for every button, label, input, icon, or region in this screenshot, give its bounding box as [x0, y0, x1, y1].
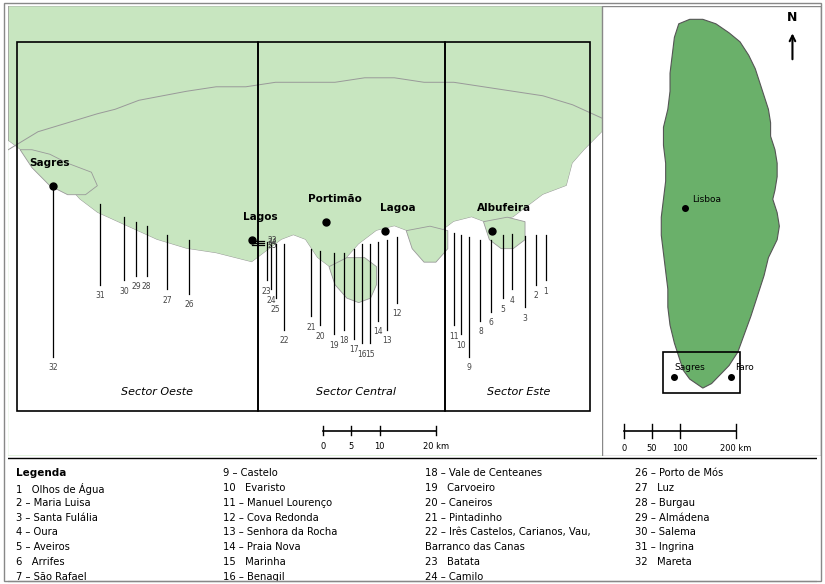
Text: 1: 1 [544, 287, 548, 296]
Text: 16 – Benagil: 16 – Benagil [223, 572, 284, 582]
Text: N: N [787, 11, 798, 24]
Text: 22: 22 [280, 336, 290, 345]
Text: 24: 24 [267, 238, 277, 247]
Text: 5: 5 [349, 442, 354, 451]
Text: 2 – Maria Luisa: 2 – Maria Luisa [16, 498, 91, 508]
Text: Lagoa: Lagoa [380, 203, 415, 213]
Text: Sector Este: Sector Este [488, 387, 551, 397]
Text: 20 – Caneiros: 20 – Caneiros [425, 498, 492, 508]
Text: Faro: Faro [736, 363, 754, 373]
Text: 3 – Santa Fulália: 3 – Santa Fulália [16, 513, 98, 523]
Text: 27   Luz: 27 Luz [635, 483, 674, 493]
Text: Sector Oeste: Sector Oeste [120, 387, 193, 397]
Polygon shape [20, 150, 97, 194]
Text: Sagres: Sagres [30, 158, 70, 168]
Text: 2: 2 [533, 291, 538, 300]
Text: 29 – Almádena: 29 – Almádena [635, 513, 710, 523]
Text: 0: 0 [621, 444, 627, 453]
Text: 28: 28 [142, 283, 152, 291]
Text: 31 – Ingrina: 31 – Ingrina [635, 542, 694, 552]
Text: 4 – Oura: 4 – Oura [16, 527, 59, 537]
Text: 32   Mareta: 32 Mareta [635, 557, 691, 567]
Text: 26 – Porto de Mós: 26 – Porto de Mós [635, 468, 723, 478]
Text: 31: 31 [96, 291, 105, 300]
Text: 30 – Salema: 30 – Salema [635, 527, 695, 537]
Text: 10: 10 [457, 341, 466, 350]
Text: 14 – Praia Nova: 14 – Praia Nova [223, 542, 300, 552]
Text: 16: 16 [357, 350, 367, 359]
Text: 11 – Manuel Lourenço: 11 – Manuel Lourenço [223, 498, 332, 508]
Text: 29: 29 [131, 283, 141, 291]
Text: 200 km: 200 km [720, 444, 752, 453]
Text: Lisboa: Lisboa [692, 194, 721, 204]
Polygon shape [329, 258, 376, 303]
Polygon shape [8, 6, 602, 456]
Text: 23: 23 [262, 287, 271, 296]
Text: 18: 18 [339, 336, 349, 345]
Text: 13 – Senhora da Rocha: 13 – Senhora da Rocha [223, 527, 337, 537]
Text: 0: 0 [320, 442, 326, 451]
Text: 26: 26 [185, 300, 194, 310]
Polygon shape [8, 6, 602, 267]
Text: 30: 30 [119, 287, 129, 296]
Bar [445, 42, 591, 411]
Text: Sector Central: Sector Central [316, 387, 396, 397]
Text: 14: 14 [373, 328, 383, 336]
Bar [663, 352, 740, 392]
Polygon shape [483, 217, 525, 249]
Text: 19   Carvoeiro: 19 Carvoeiro [425, 483, 495, 493]
Text: 12: 12 [393, 310, 402, 318]
Text: 10   Evaristo: 10 Evaristo [223, 483, 285, 493]
Text: 21 – Pintadinho: 21 – Pintadinho [425, 513, 502, 523]
Text: 9: 9 [467, 363, 472, 373]
Text: 20: 20 [315, 332, 325, 341]
Bar [17, 42, 257, 411]
Text: 24: 24 [266, 296, 276, 305]
Text: 13: 13 [382, 336, 391, 345]
Text: 6: 6 [488, 318, 493, 328]
Text: 15   Marinha: 15 Marinha [223, 557, 285, 567]
Text: 1   Olhos de Água: 1 Olhos de Água [16, 483, 105, 495]
Text: 5 – Aveiros: 5 – Aveiros [16, 542, 70, 552]
Text: 50: 50 [647, 444, 658, 453]
Text: 28 – Burgau: 28 – Burgau [635, 498, 695, 508]
Text: 8: 8 [478, 328, 483, 336]
Polygon shape [662, 19, 780, 388]
Text: 12 – Cova Redonda: 12 – Cova Redonda [223, 513, 318, 523]
Text: 23   Batata: 23 Batata [425, 557, 479, 567]
Text: 9 – Castelo: 9 – Castelo [223, 468, 277, 478]
Text: 10: 10 [375, 442, 384, 451]
Text: 27: 27 [163, 296, 172, 305]
Text: 22 – Irês Castelos, Carianos, Vau,: 22 – Irês Castelos, Carianos, Vau, [425, 527, 590, 537]
Text: 7 – São Rafael: 7 – São Rafael [16, 572, 87, 582]
Text: Albufeira: Albufeira [477, 203, 531, 213]
Text: 100: 100 [672, 444, 688, 453]
Text: Legenda: Legenda [16, 468, 67, 478]
Text: 18 – Vale de Centeanes: 18 – Vale de Centeanes [425, 468, 542, 478]
Text: 25: 25 [267, 241, 277, 250]
Text: Portimão: Portimão [308, 194, 362, 204]
Text: 4: 4 [510, 296, 515, 305]
Text: 11: 11 [449, 332, 459, 341]
Text: Sagres: Sagres [674, 363, 705, 373]
Text: Lagos: Lagos [243, 211, 278, 222]
Text: 17: 17 [349, 345, 359, 354]
Text: 25: 25 [271, 305, 281, 314]
Polygon shape [8, 132, 602, 456]
Text: Barranco das Canas: Barranco das Canas [425, 542, 525, 552]
Text: 15: 15 [365, 350, 375, 359]
Text: 20 km: 20 km [423, 442, 449, 451]
Text: 32: 32 [48, 363, 58, 373]
Text: 24 – Camilo: 24 – Camilo [425, 572, 483, 582]
Text: 6   Arrifes: 6 Arrifes [16, 557, 65, 567]
Polygon shape [406, 226, 448, 262]
Text: 23: 23 [267, 235, 277, 245]
Text: 3: 3 [522, 314, 527, 323]
Text: 5: 5 [501, 305, 506, 314]
Text: 21: 21 [306, 323, 316, 332]
Bar [257, 42, 445, 411]
Text: 19: 19 [329, 341, 338, 350]
